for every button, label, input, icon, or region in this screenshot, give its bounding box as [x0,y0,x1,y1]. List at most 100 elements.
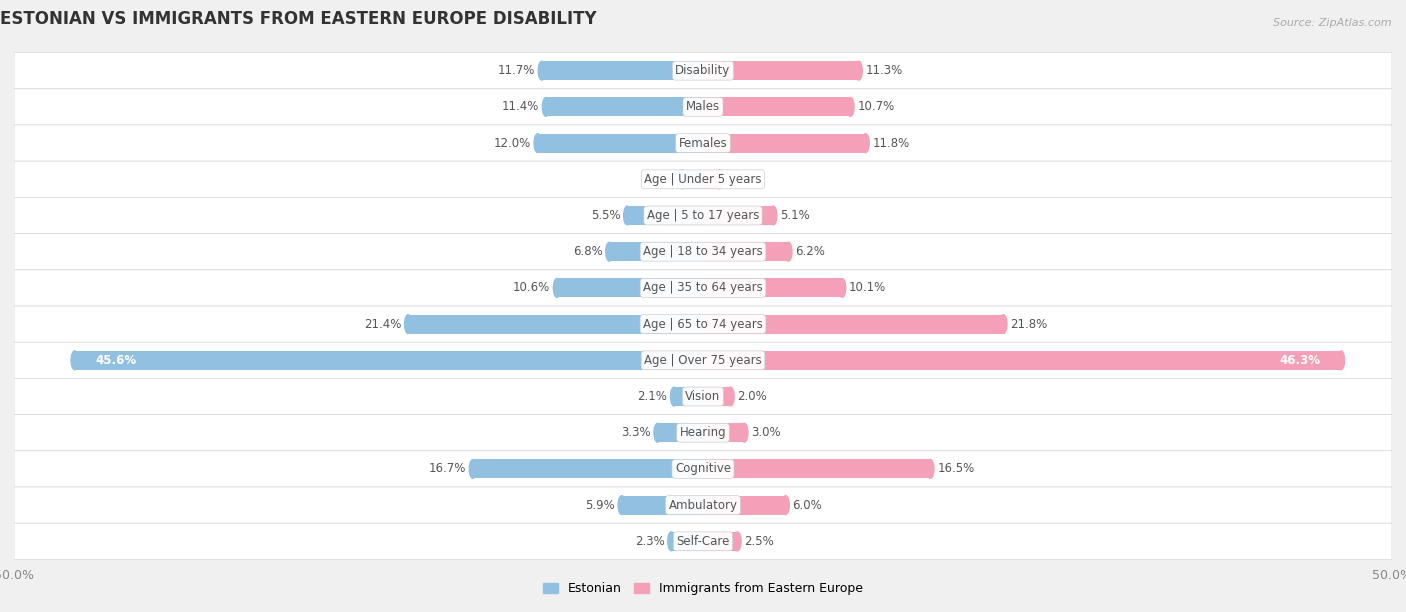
FancyBboxPatch shape [14,487,1392,523]
Text: Age | 18 to 34 years: Age | 18 to 34 years [643,245,763,258]
Text: 11.7%: 11.7% [498,64,534,77]
Text: 11.3%: 11.3% [866,64,903,77]
Text: Disability: Disability [675,64,731,77]
Text: 1.5%: 1.5% [645,173,675,186]
Text: Hearing: Hearing [679,426,727,439]
Bar [658,424,703,442]
Text: Females: Females [679,136,727,149]
Bar [546,97,703,116]
Text: 6.8%: 6.8% [572,245,602,258]
Text: Ambulatory: Ambulatory [668,499,738,512]
Text: 2.1%: 2.1% [637,390,668,403]
Circle shape [769,206,778,225]
Bar [541,61,703,80]
Text: 12.0%: 12.0% [494,136,531,149]
Circle shape [668,532,675,551]
FancyBboxPatch shape [14,414,1392,451]
Circle shape [785,242,792,261]
FancyBboxPatch shape [14,53,1392,89]
Text: ESTONIAN VS IMMIGRANTS FROM EASTERN EUROPE DISABILITY: ESTONIAN VS IMMIGRANTS FROM EASTERN EURO… [0,10,598,28]
Text: Age | Over 75 years: Age | Over 75 years [644,354,762,367]
Bar [621,496,703,515]
Bar [703,61,859,80]
Text: Source: ZipAtlas.com: Source: ZipAtlas.com [1274,18,1392,28]
Text: 2.0%: 2.0% [738,390,768,403]
Text: 10.1%: 10.1% [849,282,886,294]
Bar [609,242,703,261]
Text: Age | 35 to 64 years: Age | 35 to 64 years [643,282,763,294]
Bar [673,387,703,406]
FancyBboxPatch shape [14,125,1392,161]
Circle shape [862,133,869,152]
Text: 11.4%: 11.4% [502,100,538,113]
Bar [703,351,1341,370]
Circle shape [679,170,686,188]
Circle shape [846,97,853,116]
Text: Males: Males [686,100,720,113]
Bar [627,206,703,225]
Text: 16.5%: 16.5% [938,463,974,476]
Circle shape [538,61,546,80]
Bar [703,242,789,261]
Text: 45.6%: 45.6% [96,354,136,367]
Bar [75,351,703,370]
Circle shape [543,97,550,116]
Legend: Estonian, Immigrants from Eastern Europe: Estonian, Immigrants from Eastern Europe [538,578,868,600]
Circle shape [619,496,626,515]
Circle shape [405,315,412,334]
FancyBboxPatch shape [14,342,1392,378]
Bar [703,424,744,442]
FancyBboxPatch shape [14,451,1392,487]
Circle shape [1000,315,1007,334]
Text: 5.9%: 5.9% [585,499,614,512]
Circle shape [727,387,734,406]
Text: Age | 65 to 74 years: Age | 65 to 74 years [643,318,763,330]
Text: 46.3%: 46.3% [1279,354,1320,367]
FancyBboxPatch shape [14,523,1392,559]
Bar [557,278,703,297]
FancyBboxPatch shape [14,378,1392,414]
Bar [408,315,703,334]
Text: 21.8%: 21.8% [1011,318,1047,330]
FancyBboxPatch shape [14,89,1392,125]
Circle shape [782,496,789,515]
Text: 6.0%: 6.0% [793,499,823,512]
Text: Age | Under 5 years: Age | Under 5 years [644,173,762,186]
Bar [703,206,773,225]
Bar [472,460,703,479]
Circle shape [1337,351,1344,370]
Text: 11.8%: 11.8% [873,136,910,149]
Circle shape [624,206,631,225]
Circle shape [470,460,477,479]
FancyBboxPatch shape [14,234,1392,270]
Circle shape [741,424,748,442]
Circle shape [534,133,541,152]
Circle shape [716,170,723,188]
Text: 5.5%: 5.5% [591,209,620,222]
Circle shape [671,387,678,406]
Text: Self-Care: Self-Care [676,535,730,548]
Text: 10.6%: 10.6% [513,282,550,294]
Text: 10.7%: 10.7% [858,100,894,113]
Circle shape [838,278,846,297]
Text: 21.4%: 21.4% [364,318,401,330]
Circle shape [654,424,661,442]
Circle shape [734,532,741,551]
Bar [703,387,731,406]
Bar [682,170,703,188]
Text: 2.5%: 2.5% [744,535,775,548]
Bar [703,532,738,551]
Bar [703,496,786,515]
Text: 5.1%: 5.1% [780,209,810,222]
Text: 2.3%: 2.3% [634,535,665,548]
Text: 16.7%: 16.7% [429,463,465,476]
Circle shape [72,351,79,370]
Bar [537,133,703,152]
Text: 3.0%: 3.0% [751,426,780,439]
Text: Vision: Vision [685,390,721,403]
Circle shape [554,278,561,297]
Text: 6.2%: 6.2% [796,245,825,258]
FancyBboxPatch shape [14,270,1392,306]
Text: Cognitive: Cognitive [675,463,731,476]
Bar [671,532,703,551]
